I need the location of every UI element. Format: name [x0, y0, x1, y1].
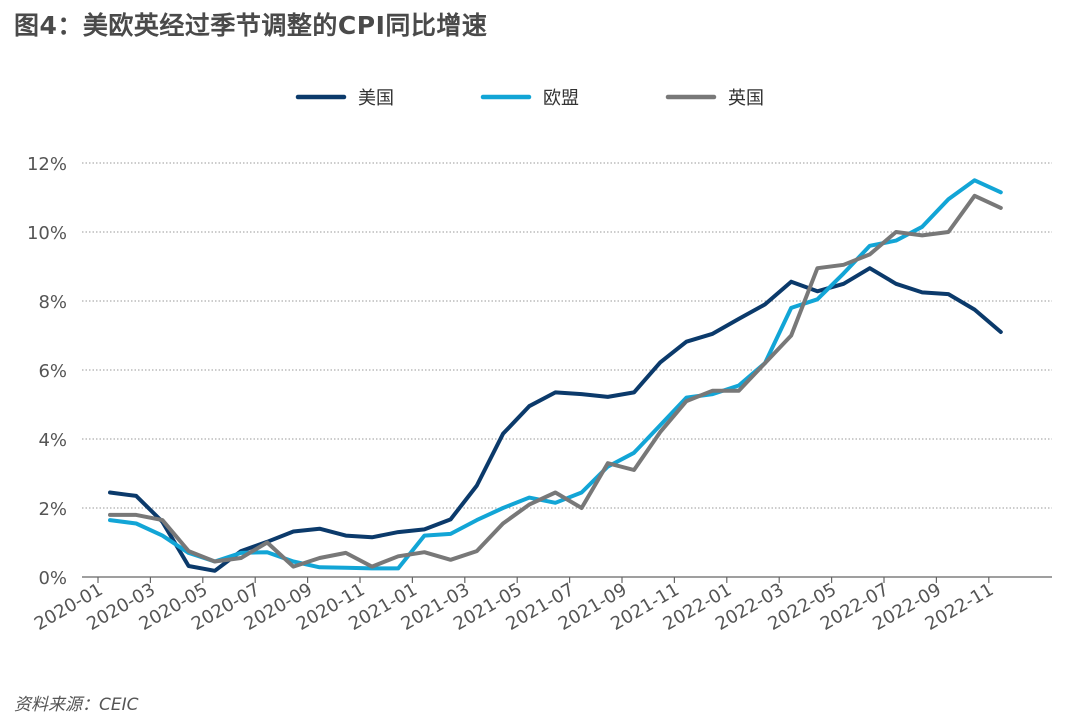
legend-label: 美国 — [358, 88, 394, 109]
legend-label: 欧盟 — [543, 88, 579, 109]
grid-lines — [82, 162, 1052, 509]
y-tick-label: 6% — [38, 361, 67, 382]
source-note: 资料来源：CEIC — [14, 695, 139, 715]
series-line-2 — [108, 193, 1003, 569]
legend-label: 英国 — [728, 88, 764, 109]
x-axis-ticks: 2020-012020-032020-052020-072020-092020-… — [31, 577, 997, 635]
y-tick-label: 12% — [27, 154, 67, 175]
page-title: 图4：美欧英经过季节调整的CPI同比增速 — [14, 11, 488, 40]
series-lines — [108, 178, 1003, 573]
series-line-1 — [108, 178, 1003, 571]
y-tick-label: 0% — [38, 568, 67, 589]
legend: 美国 欧盟 英国 — [295, 88, 764, 109]
y-tick-label: 10% — [27, 223, 67, 244]
y-tick-label: 8% — [38, 292, 67, 313]
series-line-0 — [108, 266, 1003, 573]
y-tick-label: 4% — [38, 430, 67, 451]
y-axis-ticks: 0% 2% 4% 6% 8% 10% 12% — [27, 154, 67, 589]
y-tick-label: 2% — [38, 499, 67, 520]
